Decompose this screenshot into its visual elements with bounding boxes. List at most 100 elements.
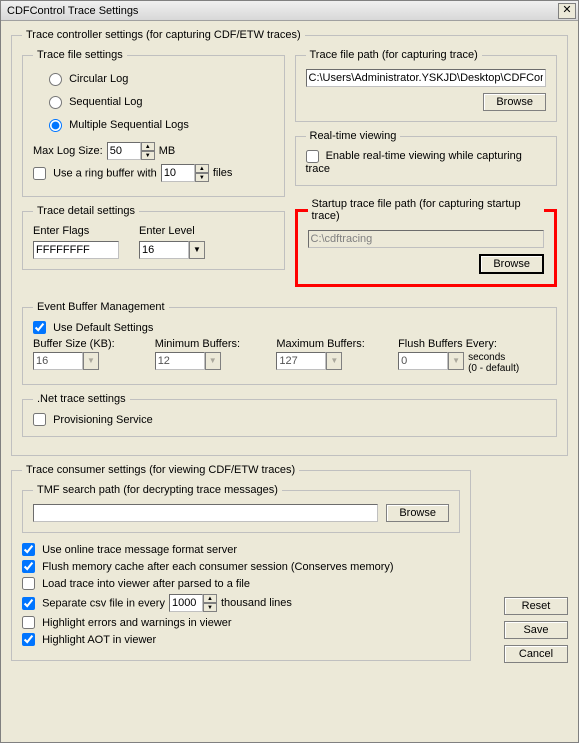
consumer-settings-group: Trace consumer settings (for viewing CDF… [11, 464, 471, 661]
ring-buffer-input[interactable] [161, 164, 195, 182]
net-trace-legend: .Net trace settings [33, 393, 130, 405]
max-buffers-combo: ▼ [276, 352, 342, 370]
chevron-down-icon: ▼ [205, 352, 221, 370]
tmf-search-path-group: TMF search path (for decrypting trace me… [22, 484, 460, 533]
realtime-checkbox[interactable]: Enable real-time viewing while capturing… [306, 150, 522, 175]
save-button[interactable]: Save [504, 621, 568, 639]
highlight-aot-label: Highlight AOT in viewer [42, 634, 156, 646]
enter-level-label: Enter Level [139, 225, 205, 237]
realtime-viewing-group: Real-time viewing Enable real-time viewi… [295, 130, 558, 186]
radio-multi-sequential-log-label: Multiple Sequential Logs [69, 119, 189, 131]
provisioning-label: Provisioning Service [53, 414, 153, 426]
dialog-buttons: Reset Save Cancel [504, 597, 568, 663]
load-trace-checkbox-input[interactable] [22, 577, 35, 590]
ring-buffer-down-icon[interactable]: ▼ [195, 173, 209, 182]
titlebar: CDFControl Trace Settings ✕ [1, 1, 578, 21]
window-title: CDFControl Trace Settings [7, 5, 138, 17]
trace-file-path-input[interactable] [306, 69, 547, 87]
chevron-down-icon[interactable]: ▼ [189, 241, 205, 259]
load-trace-label: Load trace into viewer after parsed to a… [42, 578, 250, 590]
use-online-checkbox[interactable]: Use online trace message format server [22, 544, 237, 556]
provisioning-checkbox-input[interactable] [33, 413, 46, 426]
flush-memory-checkbox[interactable]: Flush memory cache after each consumer s… [22, 561, 394, 573]
tmf-search-path-legend: TMF search path (for decrypting trace me… [33, 484, 282, 496]
radio-multi-sequential-log[interactable]: Multiple Sequential Logs [49, 119, 189, 131]
trace-file-path-browse-button[interactable]: Browse [483, 93, 546, 111]
highlight-errors-checkbox-input[interactable] [22, 616, 35, 629]
separate-csv-label-pre: Separate csv file in every [42, 597, 165, 609]
radio-circular-log[interactable]: Circular Log [49, 73, 128, 85]
flush-buffers-label: Flush Buffers Every: [398, 338, 546, 350]
flush-buffers-input [398, 352, 448, 370]
radio-multi-sequential-log-input[interactable] [49, 119, 62, 132]
min-buffers-combo: ▼ [155, 352, 221, 370]
use-default-label: Use Default Settings [53, 322, 153, 334]
close-button[interactable]: ✕ [558, 3, 576, 19]
flush-memory-checkbox-input[interactable] [22, 560, 35, 573]
provisioning-checkbox[interactable]: Provisioning Service [33, 414, 153, 426]
trace-file-path-legend: Trace file path (for capturing trace) [306, 49, 482, 61]
separate-csv-label-post: thousand lines [221, 597, 292, 609]
window-content: Trace controller settings (for capturing… [1, 21, 578, 677]
controller-settings-legend: Trace controller settings (for capturing… [22, 29, 305, 41]
radio-sequential-log-input[interactable] [49, 96, 62, 109]
min-buffers-label: Minimum Buffers: [155, 338, 261, 350]
buffer-size-label: Buffer Size (KB): [33, 338, 139, 350]
flush-buffers-combo: ▼ [398, 352, 464, 370]
highlight-aot-checkbox[interactable]: Highlight AOT in viewer [22, 634, 156, 646]
separate-csv-checkbox-input[interactable] [22, 597, 35, 610]
highlight-errors-checkbox[interactable]: Highlight errors and warnings in viewer [22, 617, 232, 629]
buffer-size-input [33, 352, 83, 370]
chevron-down-icon: ▼ [448, 352, 464, 370]
ring-buffer-checkbox-input[interactable] [33, 167, 46, 180]
max-log-size-input[interactable] [107, 142, 141, 160]
use-online-checkbox-input[interactable] [22, 543, 35, 556]
trace-settings-window: CDFControl Trace Settings ✕ Trace contro… [0, 0, 579, 743]
min-buffers-input [155, 352, 205, 370]
trace-file-settings-legend: Trace file settings [33, 49, 127, 61]
csv-down-icon[interactable]: ▼ [203, 603, 217, 612]
realtime-viewing-legend: Real-time viewing [306, 130, 401, 142]
ring-buffer-label-pre: Use a ring buffer with [53, 167, 157, 179]
trace-file-settings-group: Trace file settings Circular Log Sequent… [22, 49, 285, 197]
max-log-size-spinner[interactable]: ▲ ▼ [107, 142, 155, 160]
highlight-aot-checkbox-input[interactable] [22, 633, 35, 646]
enter-level-combo[interactable]: ▼ [139, 241, 205, 259]
csv-lines-input[interactable] [169, 594, 203, 612]
csv-up-icon[interactable]: ▲ [203, 594, 217, 603]
radio-sequential-log[interactable]: Sequential Log [49, 96, 142, 108]
ring-buffer-label-post: files [213, 167, 233, 179]
use-default-checkbox[interactable]: Use Default Settings [33, 322, 153, 334]
close-icon: ✕ [562, 5, 571, 16]
max-log-size-label: Max Log Size: [33, 145, 103, 157]
event-buffer-group: Event Buffer Management Use Default Sett… [22, 301, 557, 385]
tmf-browse-button[interactable]: Browse [386, 504, 449, 522]
ring-buffer-spinner[interactable]: ▲ ▼ [161, 164, 209, 182]
tmf-search-path-input[interactable] [33, 504, 378, 522]
csv-lines-spinner[interactable]: ▲ ▼ [169, 594, 217, 612]
use-default-checkbox-input[interactable] [33, 321, 46, 334]
trace-file-path-group: Trace file path (for capturing trace) Br… [295, 49, 558, 122]
realtime-checkbox-label: Enable real-time viewing while capturing… [306, 150, 522, 175]
startup-trace-path-group: Startup trace file path (for capturing s… [295, 198, 558, 287]
startup-trace-path-browse-button[interactable]: Browse [479, 254, 544, 274]
radio-circular-log-input[interactable] [49, 73, 62, 86]
startup-trace-path-legend: Startup trace file path (for capturing s… [308, 198, 545, 222]
enter-flags-input[interactable] [33, 241, 119, 259]
startup-trace-path-input[interactable] [308, 230, 545, 248]
load-trace-checkbox[interactable]: Load trace into viewer after parsed to a… [22, 578, 250, 590]
max-log-size-unit: MB [159, 145, 176, 157]
trace-detail-group: Trace detail settings Enter Flags Enter … [22, 205, 285, 270]
ring-buffer-up-icon[interactable]: ▲ [195, 164, 209, 173]
enter-level-input[interactable] [139, 241, 189, 259]
ring-buffer-checkbox[interactable]: Use a ring buffer with [33, 167, 157, 180]
reset-button[interactable]: Reset [504, 597, 568, 615]
max-log-size-down-icon[interactable]: ▼ [141, 151, 155, 160]
max-buffers-input [276, 352, 326, 370]
cancel-button[interactable]: Cancel [504, 645, 568, 663]
net-trace-group: .Net trace settings Provisioning Service [22, 393, 557, 437]
realtime-checkbox-input[interactable] [306, 150, 319, 163]
max-log-size-up-icon[interactable]: ▲ [141, 142, 155, 151]
separate-csv-checkbox[interactable]: Separate csv file in every [22, 597, 165, 610]
trace-detail-legend: Trace detail settings [33, 205, 139, 217]
